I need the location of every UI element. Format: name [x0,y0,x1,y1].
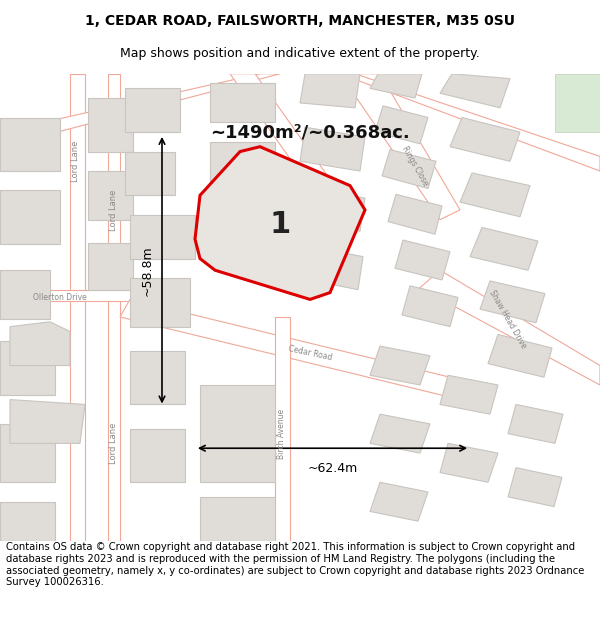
Polygon shape [125,88,180,132]
Text: Lord Lane: Lord Lane [71,141,80,182]
Polygon shape [470,228,538,270]
Polygon shape [0,191,60,244]
Text: Contains OS data © Crown copyright and database right 2021. This information is : Contains OS data © Crown copyright and d… [6,542,584,587]
Polygon shape [0,74,280,142]
Polygon shape [130,429,185,483]
Polygon shape [0,341,55,395]
Polygon shape [440,443,498,483]
Polygon shape [88,243,133,289]
Text: ~62.4m: ~62.4m [307,462,358,475]
Polygon shape [130,215,195,259]
Polygon shape [200,497,275,541]
Polygon shape [0,118,60,171]
Polygon shape [275,317,290,541]
Text: ~1490m²/~0.368ac.: ~1490m²/~0.368ac. [210,124,410,142]
Polygon shape [450,118,520,161]
Polygon shape [555,74,600,132]
Text: 1, CEDAR ROAD, FAILSWORTH, MANCHESTER, M35 0SU: 1, CEDAR ROAD, FAILSWORTH, MANCHESTER, M… [85,14,515,28]
Polygon shape [370,414,430,453]
Polygon shape [70,74,85,541]
Text: Cedar Road: Cedar Road [287,344,332,362]
Polygon shape [0,289,160,301]
Text: 1: 1 [269,210,290,239]
Polygon shape [508,468,562,507]
Polygon shape [460,173,530,217]
Polygon shape [210,84,275,122]
Polygon shape [88,171,133,219]
Polygon shape [10,399,85,443]
Polygon shape [508,404,563,443]
Text: Shaw Head Drive: Shaw Head Drive [488,288,529,349]
Text: Ollerton Drive: Ollerton Drive [33,293,87,302]
Polygon shape [382,149,436,189]
Polygon shape [130,351,185,404]
Text: Birch Avenue: Birch Avenue [277,409,287,459]
Polygon shape [420,270,600,385]
Text: Lord Lane: Lord Lane [109,189,118,231]
Polygon shape [440,375,498,414]
Polygon shape [300,188,365,231]
Polygon shape [370,74,422,98]
Polygon shape [210,182,285,215]
Polygon shape [300,74,360,108]
Polygon shape [370,482,428,521]
Polygon shape [120,299,490,404]
Polygon shape [440,74,510,108]
Polygon shape [10,322,70,366]
Polygon shape [195,147,365,299]
Polygon shape [480,281,545,322]
Polygon shape [375,106,428,144]
Polygon shape [340,74,600,171]
Polygon shape [108,74,120,541]
Text: Map shows position and indicative extent of the property.: Map shows position and indicative extent… [120,47,480,59]
Polygon shape [370,346,430,385]
Polygon shape [402,286,458,327]
Polygon shape [210,142,275,181]
Polygon shape [125,151,175,196]
Polygon shape [340,74,460,219]
Polygon shape [300,127,365,171]
Polygon shape [0,270,50,319]
Polygon shape [200,385,275,482]
Text: Rings Close: Rings Close [400,144,430,188]
Polygon shape [88,98,133,151]
Polygon shape [488,334,552,378]
Text: Lord Lane: Lord Lane [109,422,118,464]
Text: ~58.8m: ~58.8m [141,245,154,296]
Polygon shape [300,246,363,289]
Polygon shape [0,424,55,483]
Polygon shape [130,278,190,327]
Polygon shape [395,240,450,280]
Polygon shape [0,502,55,541]
Polygon shape [388,194,442,234]
Polygon shape [230,74,360,229]
